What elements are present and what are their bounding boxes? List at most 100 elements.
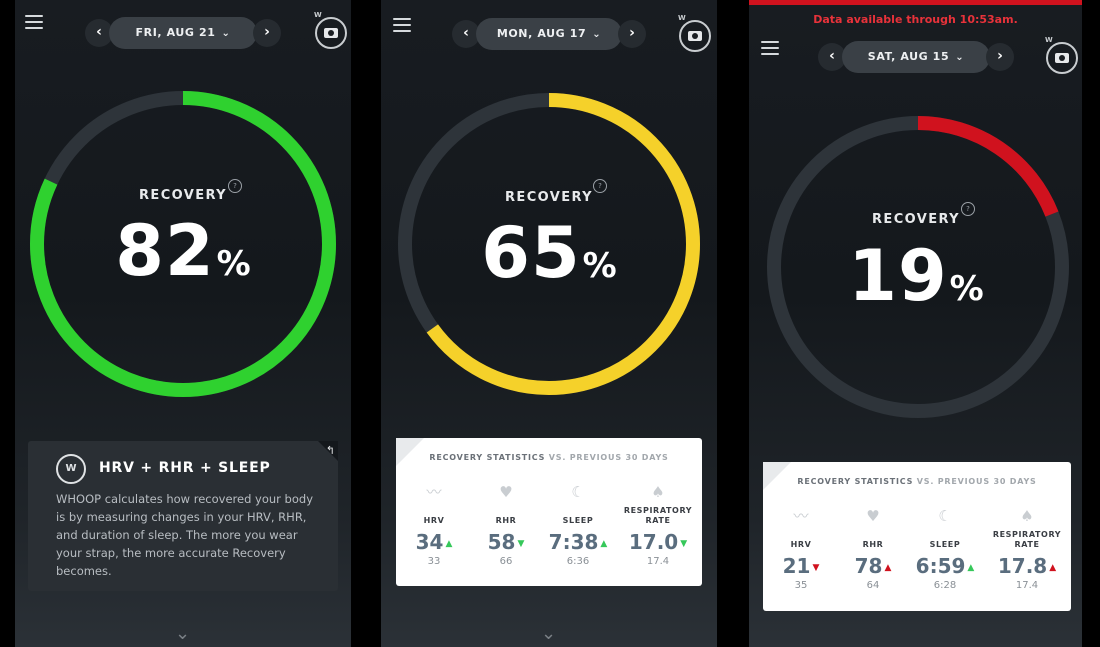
stats-subtitle: VS. PREVIOUS 30 DAYS [916,477,1037,486]
help-icon[interactable]: ? [228,179,242,193]
stat-value: 6:59 [915,554,966,578]
previous-day-button[interactable]: ‹ [818,43,846,71]
percent-sign: % [949,269,984,309]
heartbeat-icon: 〰 [793,507,809,525]
stats-header: RECOVERY STATISTICS VS. PREVIOUS 30 DAYS [763,477,1071,486]
percent-sign: % [582,246,617,286]
recovery-statistics-card: RECOVERY STATISTICS VS. PREVIOUS 30 DAYS… [763,462,1071,611]
recovery-percentage: 65% [449,212,649,294]
trend-down-icon: ▼ [680,538,688,549]
chevron-down-icon: ⌄ [592,29,602,40]
next-day-button[interactable]: › [253,19,281,47]
recovery-ring [30,91,336,397]
trend-up-icon: ▲ [967,562,975,573]
whoop-w-icon: W [314,11,322,19]
previous-day-button[interactable]: ‹ [452,20,480,48]
scroll-down-icon[interactable]: ⌄ [541,623,557,644]
flip-card-icon[interactable]: ↰ [325,444,335,457]
stat-label: RESPIRATORY RATE [992,530,1062,549]
stat-value: 34 [415,530,444,554]
screen-recovery-19: Data available through 10:53am. ‹ SAT, A… [749,0,1082,647]
help-icon[interactable]: ? [961,202,975,216]
help-icon[interactable]: ? [593,179,607,193]
stats-header: RECOVERY STATISTICS VS. PREVIOUS 30 DAYS [396,453,702,462]
recovery-label: RECOVERY [872,212,960,227]
date-selector: ‹ MON, AUG 17 ⌄ › [452,18,646,50]
recovery-ring [767,116,1069,418]
stat-value: 78 [854,554,883,578]
stat-baseline: 66 [499,556,513,567]
stat-label: RESPIRATORY RATE [623,506,693,525]
recovery-label: RECOVERY [505,190,593,205]
stat-hrv: 〰 HRV 34 ▲ 33 [396,482,472,567]
stat-label: RHR [862,540,884,549]
menu-icon[interactable] [25,15,43,29]
stat-hrv: 〰 HRV 21 ▼ 35 [763,506,839,591]
stat-respiratory-rate: ♠ RESPIRATORY RATE 17.8 ▲ 17.4 [989,506,1065,591]
screen-recovery-82: ‹ FRI, AUG 21 ⌄ › W RECOVERY ? 82% ↰ W HR… [15,0,351,647]
trend-up-icon: ▲ [445,538,453,549]
stat-rhr: ♥ RHR 58 ▼ 66 [468,482,544,567]
stats-title: RECOVERY STATISTICS [797,477,914,486]
date-selector: ‹ FRI, AUG 21 ⌄ › [85,17,281,49]
next-day-button[interactable]: › [618,20,646,48]
stat-baseline: 17.4 [1015,580,1039,591]
trend-up-icon: ▲ [884,562,892,573]
recovery-value: 65 [481,212,581,294]
trend-up-icon: ▲ [600,538,608,549]
stat-label: SLEEP [562,516,594,525]
recovery-label: RECOVERY [139,188,227,203]
screen-recovery-65: ‹ MON, AUG 17 ⌄ › W RECOVERY ? 65% RECOVE… [381,0,717,647]
camera-button[interactable]: W [678,14,711,52]
date-dropdown[interactable]: FRI, AUG 21 ⌄ [109,17,257,49]
recovery-value: 19 [848,235,948,317]
heartbeat-icon: 〰 [426,483,442,501]
next-day-button[interactable]: › [986,43,1014,71]
recovery-ring [398,93,700,395]
stat-value: 58 [487,530,516,554]
stat-label: RHR [495,516,517,525]
menu-icon[interactable] [761,41,779,55]
heart-icon: ♥ [499,483,513,501]
info-card-body: WHOOP calculates how recovered your body… [56,492,313,578]
date-label: MON, AUG 17 [496,27,587,40]
recovery-value: 82 [115,210,215,292]
stat-baseline: 17.4 [646,556,670,567]
stat-baseline: 6:36 [566,556,590,567]
info-card-title: HRV + RHR + SLEEP [99,460,271,476]
moon-icon: ☾ [938,507,952,525]
date-selector: ‹ SAT, AUG 15 ⌄ › [818,41,1014,73]
stat-value: 7:38 [548,530,599,554]
stat-sleep: ☾ SLEEP 6:59 ▲ 6:28 [907,506,983,591]
whoop-w-icon: W [678,14,686,22]
whoop-logo-icon: W [56,454,86,484]
previous-day-button[interactable]: ‹ [85,19,113,47]
recovery-percentage: 82% [83,210,283,292]
stat-sleep: ☾ SLEEP 7:38 ▲ 6:36 [540,482,616,567]
recovery-percentage: 19% [816,235,1016,317]
whoop-w-icon: W [1045,36,1053,44]
lungs-icon: ♠ [1020,507,1034,525]
heart-icon: ♥ [866,507,880,525]
camera-button[interactable]: W [314,11,347,49]
trend-up-icon: ▲ [1049,562,1057,573]
date-dropdown[interactable]: SAT, AUG 15 ⌄ [842,41,990,73]
stat-respiratory-rate: ♠ RESPIRATORY RATE 17.0 ▼ 17.4 [620,482,696,567]
stat-baseline: 35 [794,580,808,591]
stats-title: RECOVERY STATISTICS [429,453,546,462]
recovery-statistics-card: RECOVERY STATISTICS VS. PREVIOUS 30 DAYS… [396,438,702,586]
menu-icon[interactable] [393,18,411,32]
ring-progress [398,93,700,395]
stat-rhr: ♥ RHR 78 ▲ 64 [835,506,911,591]
stat-value: 17.0 [628,530,679,554]
trend-down-icon: ▼ [812,562,820,573]
stat-value: 21 [782,554,811,578]
stat-baseline: 6:28 [933,580,957,591]
stat-value: 17.8 [997,554,1048,578]
date-label: SAT, AUG 15 [867,50,950,63]
stat-baseline: 33 [427,556,441,567]
camera-button[interactable]: W [1045,36,1078,74]
scroll-down-icon[interactable]: ⌄ [175,623,191,644]
date-dropdown[interactable]: MON, AUG 17 ⌄ [476,18,622,50]
data-availability-banner: Data available through 10:53am. [813,13,1018,26]
